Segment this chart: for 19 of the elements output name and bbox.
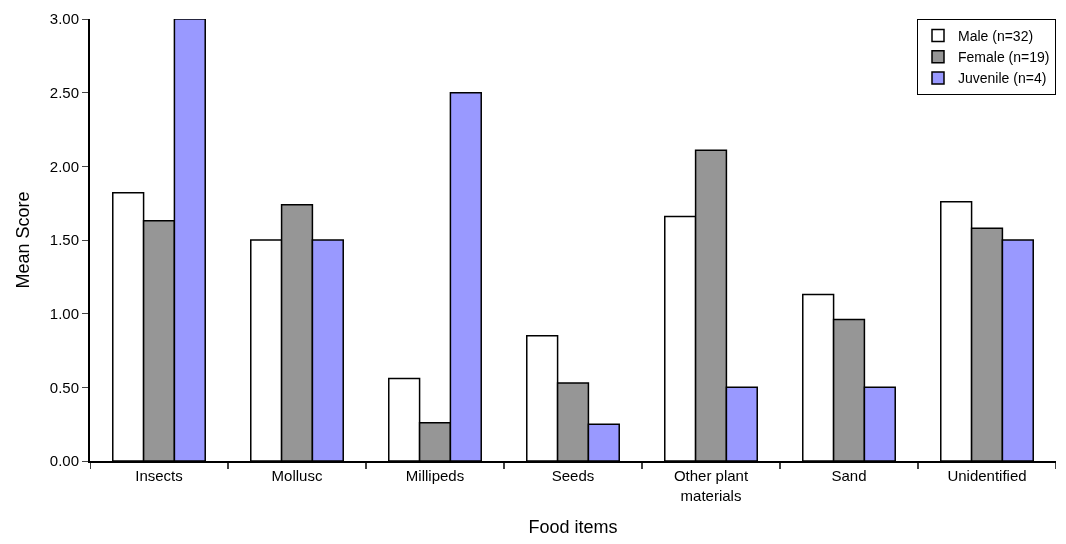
- y-axis-title: Mean Score: [13, 191, 34, 289]
- y-tick-label: 1.00: [49, 304, 79, 322]
- x-axis-title: Food items: [528, 517, 618, 538]
- x-tick-label: Millipeds: [405, 467, 465, 484]
- y-tick-label: 0.50: [49, 378, 79, 396]
- y-tick-label: 1.50: [49, 231, 79, 249]
- y-tick-label: 3.00: [49, 10, 79, 28]
- legend-label: Female (n=19): [958, 49, 1050, 66]
- y-tick-label: 2.00: [49, 157, 79, 175]
- x-tick-label: Seeds: [551, 467, 595, 484]
- legend-label: Male (n=32): [958, 28, 1034, 45]
- x-tick-label: Other plant materials: [673, 467, 749, 504]
- x-tick-label: Unidentified: [947, 467, 1027, 484]
- y-tick-label: 2.50: [49, 83, 79, 101]
- x-tick-label: Mollusc: [271, 467, 323, 484]
- x-tick-label: Sand: [831, 467, 867, 484]
- x-tick-label: Insects: [135, 467, 183, 484]
- y-tick-label: 0.00: [49, 452, 79, 470]
- legend-label: Juvenile (n=4): [958, 70, 1047, 87]
